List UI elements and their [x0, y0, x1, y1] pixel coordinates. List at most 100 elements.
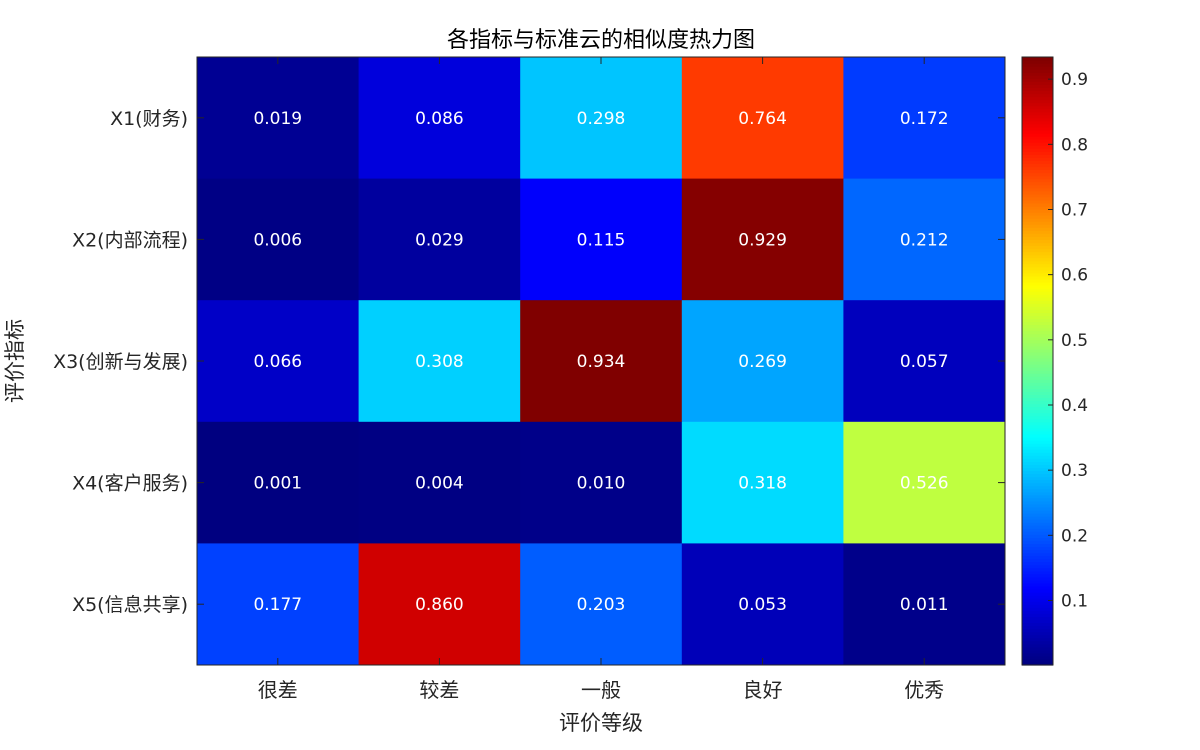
cell-value-label: 0.308 [415, 352, 464, 372]
y-tick-labels: X1(财务) X2(内部流程) X3(创新与发展) X4(客户服务) X5(信息共享) [53, 108, 1005, 616]
colorbar-segment [1022, 567, 1053, 572]
colorbar-segment [1022, 66, 1053, 70]
heatmap-cell [358, 178, 521, 301]
colorbar-segment [1022, 60, 1053, 64]
y-axis-label: 评价指标 [3, 319, 27, 403]
colorbar-segment [1022, 513, 1053, 517]
colorbar-segment [1022, 592, 1053, 596]
colorbar-segment [1022, 382, 1053, 386]
chart-title: 各指标与标准云的相似度热力图 [447, 28, 755, 53]
heatmap-cell [681, 543, 844, 666]
colorbar-segment [1022, 318, 1053, 323]
cell-value-label: 0.001 [253, 474, 302, 494]
colorbar-segment [1022, 269, 1053, 274]
colorbar-segment [1022, 275, 1053, 280]
colorbar-segment [1022, 361, 1053, 365]
cell-value-label: 0.066 [253, 352, 302, 372]
colorbar-segment [1022, 364, 1053, 368]
colorbar-segment [1022, 658, 1053, 663]
colorbar-segment [1022, 598, 1053, 602]
colorbar-segment [1022, 455, 1053, 459]
colorbar-segment [1022, 108, 1053, 113]
colorbar-segment [1022, 312, 1053, 316]
colorbar-segment [1022, 464, 1053, 468]
colorbar-segment [1022, 81, 1053, 85]
x-tick-labels: 很差 较差 一般 良好 优秀 [258, 57, 944, 702]
heatmap-cell [197, 57, 360, 180]
colorbar: 0.1 0.2 0.3 0.4 0.5 0.6 0.7 0.8 0.9 [1021, 56, 1088, 666]
colorbar-segment [1022, 616, 1053, 620]
colorbar-segment [1022, 126, 1053, 131]
colorbar-segment [1022, 619, 1053, 624]
colorbar-segment [1022, 403, 1053, 408]
colorbar-segment [1022, 75, 1053, 79]
colorbar-segment [1022, 655, 1053, 660]
colorbar-segment [1022, 345, 1053, 350]
cell-value-label: 0.929 [738, 230, 787, 250]
colorbar-segment [1022, 123, 1053, 128]
colorbar-segment [1022, 348, 1053, 353]
colorbar-segment [1022, 397, 1053, 402]
cell-value-label: 0.006 [253, 230, 302, 250]
colorbar-segment [1022, 640, 1053, 645]
colorbar-segment [1022, 281, 1053, 286]
colorbar-segment [1022, 564, 1053, 569]
colorbar-segment [1022, 561, 1053, 566]
colorbar-segment [1022, 199, 1053, 204]
colorbar-segment [1022, 552, 1053, 557]
colorbar-segment [1022, 145, 1053, 149]
colorbar-segment [1022, 157, 1053, 161]
colorbar-segment [1022, 151, 1053, 155]
colorbar-segment [1022, 245, 1053, 250]
colorbar-segment [1022, 376, 1053, 380]
colorbar-segment [1022, 479, 1053, 484]
colorbar-segment [1022, 467, 1053, 472]
colorbar-segment [1022, 260, 1053, 265]
cell-value-label: 0.004 [415, 474, 464, 494]
colorbar-segment [1022, 470, 1053, 475]
colorbar-segment [1022, 625, 1053, 630]
colorbar-segment [1022, 418, 1053, 423]
colorbar-segment [1022, 643, 1053, 648]
cell-value-label: 0.010 [577, 474, 626, 494]
colorbar-segment [1022, 379, 1053, 383]
colorbar-segment [1022, 105, 1053, 110]
colorbar-segment [1022, 607, 1053, 611]
colorbar-segment [1022, 652, 1053, 657]
y-tick-label: X5(信息共享) [72, 594, 188, 616]
colorbar-segment [1022, 321, 1053, 326]
colorbar-segment [1022, 120, 1053, 125]
colorbar-segment [1022, 72, 1053, 76]
colorbar-segment [1022, 272, 1053, 277]
heatmap-cell [681, 300, 844, 423]
colorbar-segment [1022, 385, 1053, 389]
heatmap-cell [520, 178, 683, 301]
heatmap-cell [197, 421, 360, 544]
colorbar-segment [1022, 193, 1053, 198]
cell-value-label: 0.934 [577, 352, 626, 372]
colorbar-segment [1022, 516, 1053, 520]
colorbar-segment [1022, 437, 1053, 441]
x-axis-label: 评价等级 [559, 711, 643, 735]
colorbar-segment [1022, 239, 1053, 244]
colorbar-segment [1022, 421, 1053, 426]
cell-value-label: 0.526 [900, 474, 949, 494]
heatmap-cell [681, 421, 844, 544]
colorbar-segment [1022, 266, 1053, 271]
colorbar-segment [1022, 458, 1053, 462]
cell-value-label: 0.172 [900, 109, 949, 129]
colorbar-segment [1022, 154, 1053, 158]
y-tick-label: X2(内部流程) [72, 229, 188, 251]
y-tick-label: X4(客户服务) [72, 473, 188, 495]
colorbar-segment [1022, 546, 1053, 551]
colorbar-segment [1022, 117, 1053, 122]
colorbar-segment [1022, 96, 1053, 101]
colorbar-segment [1022, 218, 1053, 222]
colorbar-segment [1022, 254, 1053, 259]
colorbar-segment [1022, 440, 1053, 444]
colorbar-segment [1022, 525, 1053, 529]
colorbar-tick-label: 0.6 [1061, 266, 1088, 286]
colorbar-frame [1021, 56, 1054, 666]
colorbar-segment [1022, 452, 1053, 456]
